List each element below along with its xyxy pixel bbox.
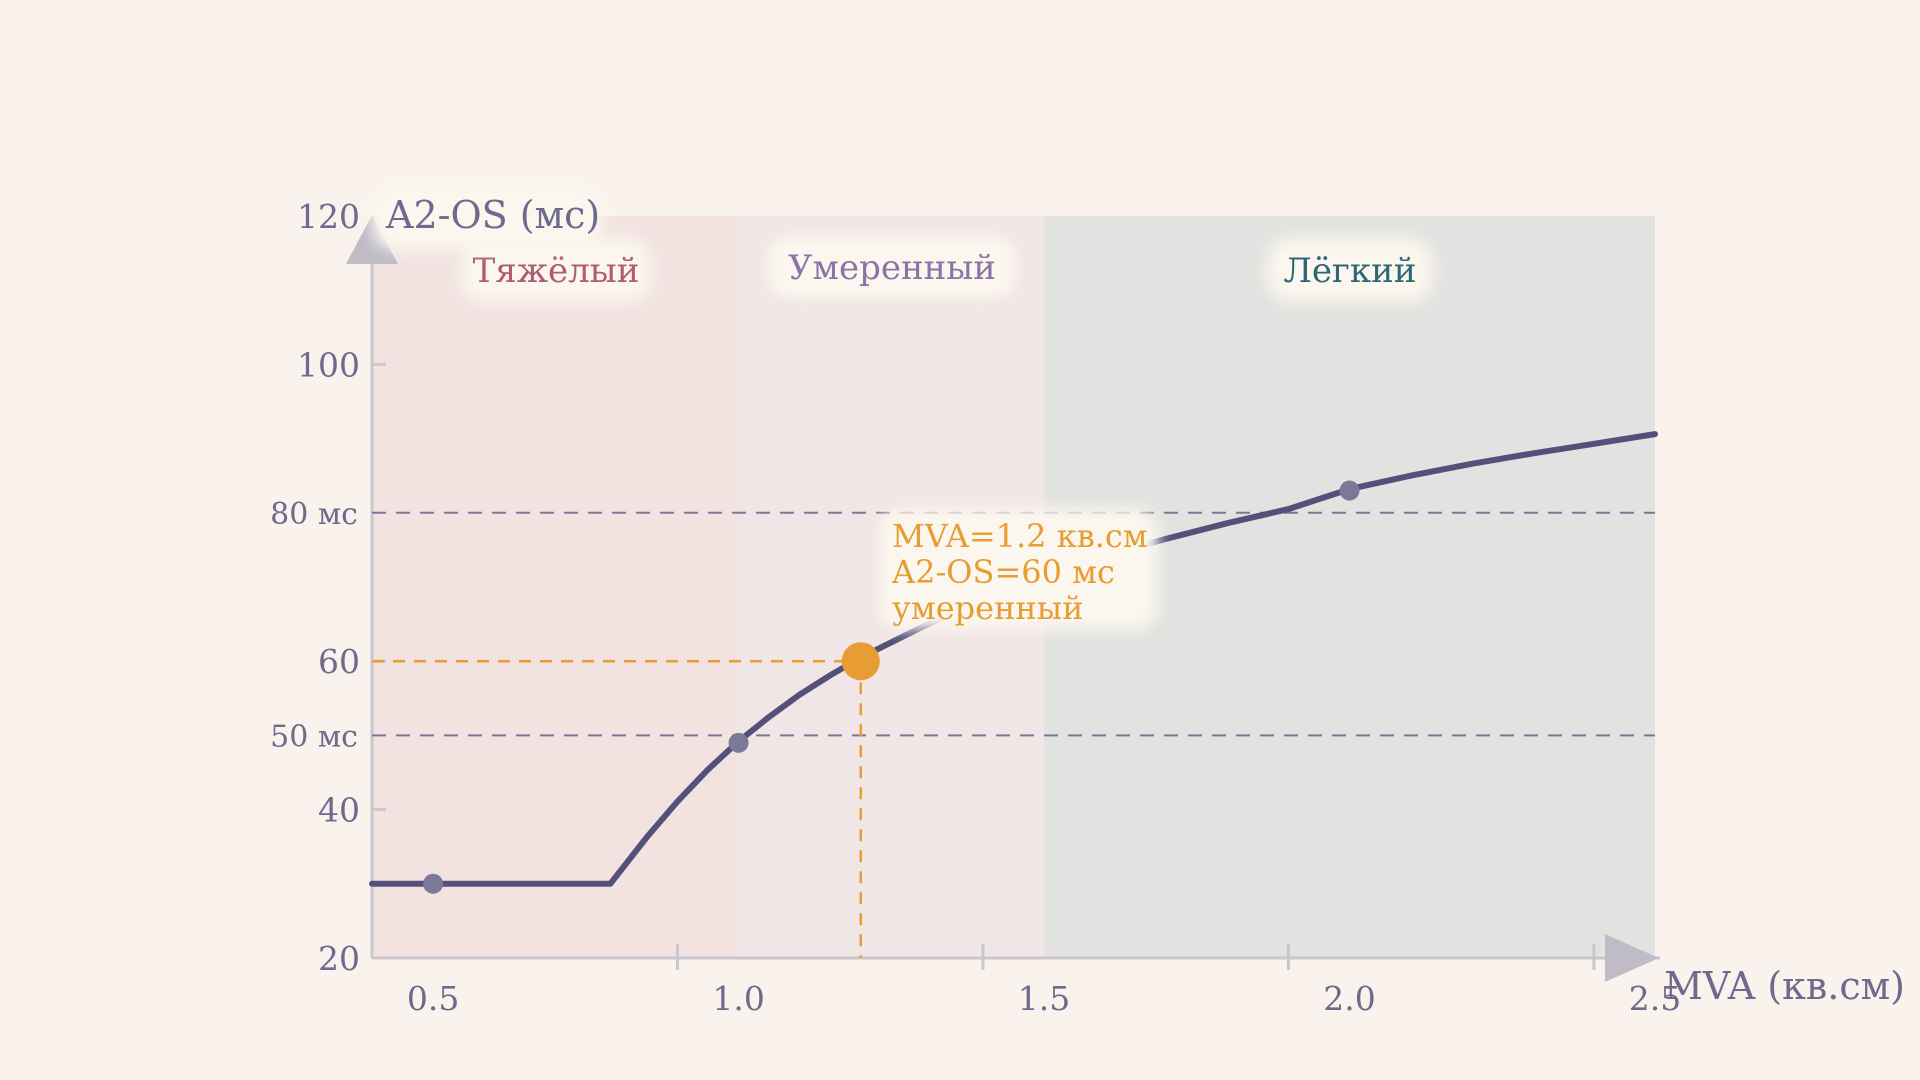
y-axis-arrow: [346, 215, 398, 264]
x-tick-label-1: 1.0: [712, 979, 764, 1018]
x-tick-label-3: 2.0: [1323, 979, 1375, 1018]
zone-2-label: Лёгкий: [1284, 251, 1417, 291]
zone-0-label-bg: [461, 238, 651, 302]
series-0-point-0: [423, 873, 444, 894]
zone-0-label: Тяжёлый: [473, 251, 640, 291]
annotation-line-1: A2-OS=60 мс: [891, 553, 1115, 591]
y-tick-label-0: 20: [318, 939, 360, 978]
y-axis-title-bg: [372, 188, 602, 250]
x-tick-label-0: 0.5: [407, 979, 459, 1018]
annotation-line-0: MVA=1.2 кв.см: [892, 517, 1148, 555]
y-tick-label-1: 40: [318, 791, 360, 830]
zone-0-band: [372, 216, 739, 958]
annotation-bg: [878, 508, 1158, 630]
y-tick-label-2: 60: [318, 642, 360, 681]
highlight-point: [841, 642, 880, 681]
x-tick-label-4: 2.5: [1629, 979, 1681, 1018]
annotation-line-2: умеренный: [892, 589, 1084, 627]
labels: Тяжёлый Умеренный Лёгкий 80 мс 50 мс 0.5 1.0 1.…: [270, 188, 1905, 1018]
series-0-point-1: [728, 732, 749, 753]
series-0-point-2: [1339, 480, 1360, 501]
axes: [346, 215, 1660, 982]
x-tick-label-2: 1.5: [1018, 979, 1070, 1018]
x-axis-title: MVA (кв.см): [1664, 964, 1905, 1008]
zone-1-label-bg: [767, 235, 1017, 299]
reference-label-0: 80 мс: [270, 497, 358, 532]
zone-1-label: Умеренный: [788, 248, 996, 288]
reference-lines: [372, 511, 1655, 737]
y-axis-title: A2-OS (мс): [385, 193, 600, 237]
zone-2-label-bg: [1267, 238, 1433, 302]
reference-label-1: 50 мс: [270, 719, 358, 754]
y-tick-label-3: 100: [297, 345, 360, 384]
y-tick-label-4: 120: [297, 197, 360, 236]
x-axis-arrow: [1605, 934, 1659, 982]
